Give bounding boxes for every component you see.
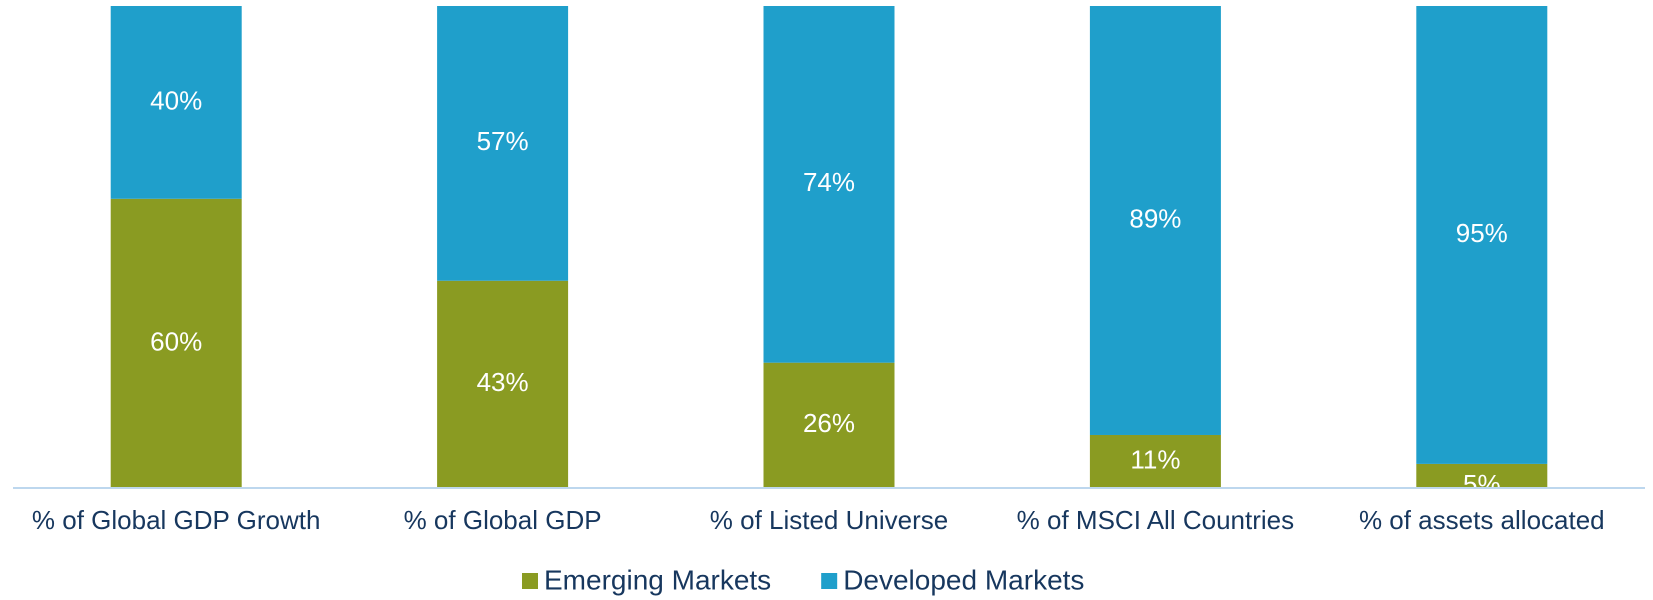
bar-segment [437, 280, 569, 488]
bar-segment [1416, 6, 1548, 464]
x-tick-label: % of Global GDP [404, 505, 602, 535]
legend-label: Developed Markets [843, 564, 1084, 595]
bar-segment [1416, 463, 1548, 488]
x-tick-label: % of Listed Universe [710, 505, 948, 535]
value-label: 60% [150, 326, 202, 356]
legend-swatch [821, 573, 838, 589]
legend-label: Emerging Markets [544, 564, 771, 595]
value-label: 57% [477, 126, 529, 156]
value-label: 11% [1130, 444, 1180, 474]
value-label: 40% [150, 85, 202, 115]
value-label: 74% [803, 167, 855, 197]
value-label: 26% [803, 408, 855, 438]
value-label: 43% [477, 367, 529, 397]
bar-segment [1089, 434, 1221, 488]
bar-segment [110, 198, 242, 489]
value-label: 5% [1463, 469, 1501, 499]
value-label: 89% [1129, 203, 1181, 233]
x-tick-label: % of MSCI All Countries [1017, 505, 1294, 535]
bar-segment [1089, 6, 1221, 435]
x-tick-label: % of Global GDP Growth [32, 505, 321, 535]
x-tick-label: % of assets allocated [1359, 505, 1605, 535]
legend-swatch [522, 573, 538, 589]
bar-segment [110, 6, 242, 199]
bar-segment [763, 6, 895, 363]
bar-segment [437, 6, 569, 281]
bar-segment [763, 362, 895, 488]
value-label: 95% [1456, 218, 1508, 248]
